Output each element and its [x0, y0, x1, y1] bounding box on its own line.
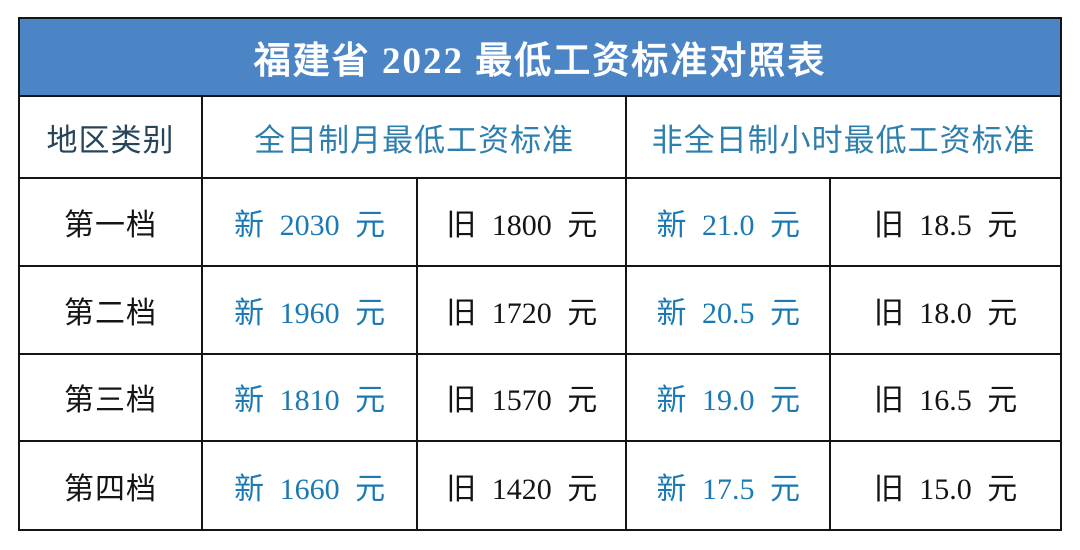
monthly-old-value: 旧 1800 元: [416, 177, 628, 267]
hourly-old-value: 旧 18.5 元: [829, 177, 1060, 267]
table-title: 福建省 2022 最低工资标准对照表: [253, 41, 827, 82]
table-row-tier1: 第一档 新 2030 元 旧 1800 元 新 21.0 元 旧 18.5 元: [20, 177, 1060, 267]
tier-label: 第一档: [20, 177, 203, 267]
header-region-category: 地区类别: [20, 97, 203, 179]
hourly-old-value: 旧 16.5 元: [829, 352, 1060, 443]
header-parttime-hourly-wage: 非全日制小时最低工资标准: [625, 97, 1060, 179]
monthly-new-value: 新 1660 元: [200, 440, 419, 529]
header-row: 地区类别 全日制月最低工资标准 非全日制小时最低工资标准: [20, 97, 1060, 179]
monthly-old-value: 旧 1420 元: [416, 440, 628, 529]
hourly-new-value: 新 19.0 元: [625, 352, 832, 443]
table-row-tier2: 第二档 新 1960 元 旧 1720 元 新 20.5 元 旧 18.0 元: [20, 264, 1060, 355]
table-row-tier4: 第四档 新 1660 元 旧 1420 元 新 17.5 元 旧 15.0 元: [20, 440, 1060, 529]
hourly-old-value: 旧 18.0 元: [829, 264, 1060, 355]
tier-label: 第二档: [20, 264, 203, 355]
hourly-new-value: 新 17.5 元: [625, 440, 832, 529]
hourly-new-value: 新 21.0 元: [625, 177, 832, 267]
tier-label: 第四档: [20, 440, 203, 529]
monthly-new-value: 新 1960 元: [200, 264, 419, 355]
header-fulltime-monthly-wage: 全日制月最低工资标准: [200, 97, 628, 179]
monthly-new-value: 新 1810 元: [200, 352, 419, 443]
table-row-tier3: 第三档 新 1810 元 旧 1570 元 新 19.0 元 旧 16.5 元: [20, 352, 1060, 443]
monthly-old-value: 旧 1570 元: [416, 352, 628, 443]
wage-comparison-table: 福建省 2022 最低工资标准对照表 地区类别 全日制月最低工资标准 非全日制小…: [18, 17, 1062, 531]
wage-table-grid: 地区类别 全日制月最低工资标准 非全日制小时最低工资标准 第一档 新 2030 …: [20, 97, 1060, 529]
table-title-bar: 福建省 2022 最低工资标准对照表: [20, 19, 1060, 97]
hourly-old-value: 旧 15.0 元: [829, 440, 1060, 529]
hourly-new-value: 新 20.5 元: [625, 264, 832, 355]
monthly-old-value: 旧 1720 元: [416, 264, 628, 355]
monthly-new-value: 新 2030 元: [200, 177, 419, 267]
tier-label: 第三档: [20, 352, 203, 443]
